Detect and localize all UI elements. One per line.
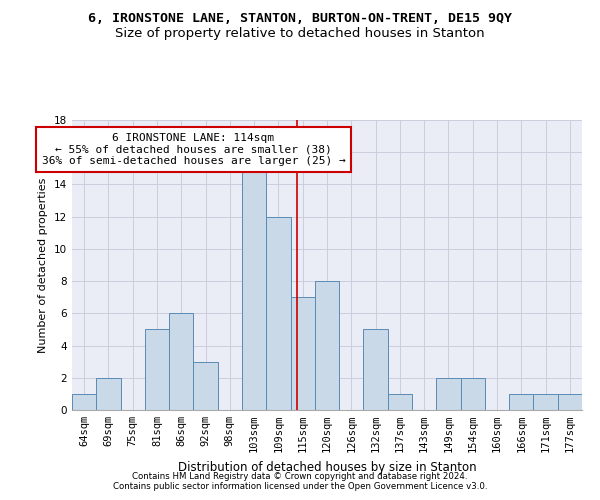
Y-axis label: Number of detached properties: Number of detached properties	[38, 178, 49, 352]
Text: 6 IRONSTONE LANE: 114sqm
← 55% of detached houses are smaller (38)
36% of semi-d: 6 IRONSTONE LANE: 114sqm ← 55% of detach…	[41, 133, 346, 166]
Text: Size of property relative to detached houses in Stanton: Size of property relative to detached ho…	[115, 28, 485, 40]
Bar	[169, 314, 193, 410]
Bar	[193, 362, 218, 410]
Bar	[145, 330, 169, 410]
Bar	[315, 281, 339, 410]
Bar	[533, 394, 558, 410]
Bar	[388, 394, 412, 410]
Bar	[364, 330, 388, 410]
Bar	[290, 297, 315, 410]
Text: 6, IRONSTONE LANE, STANTON, BURTON-ON-TRENT, DE15 9QY: 6, IRONSTONE LANE, STANTON, BURTON-ON-TR…	[88, 12, 512, 26]
X-axis label: Distribution of detached houses by size in Stanton: Distribution of detached houses by size …	[178, 460, 476, 473]
Bar	[461, 378, 485, 410]
Bar	[242, 168, 266, 410]
Text: Contains public sector information licensed under the Open Government Licence v3: Contains public sector information licen…	[113, 482, 487, 491]
Bar	[509, 394, 533, 410]
Bar	[266, 216, 290, 410]
Bar	[96, 378, 121, 410]
Bar	[558, 394, 582, 410]
Bar	[72, 394, 96, 410]
Bar	[436, 378, 461, 410]
Text: Contains HM Land Registry data © Crown copyright and database right 2024.: Contains HM Land Registry data © Crown c…	[132, 472, 468, 481]
